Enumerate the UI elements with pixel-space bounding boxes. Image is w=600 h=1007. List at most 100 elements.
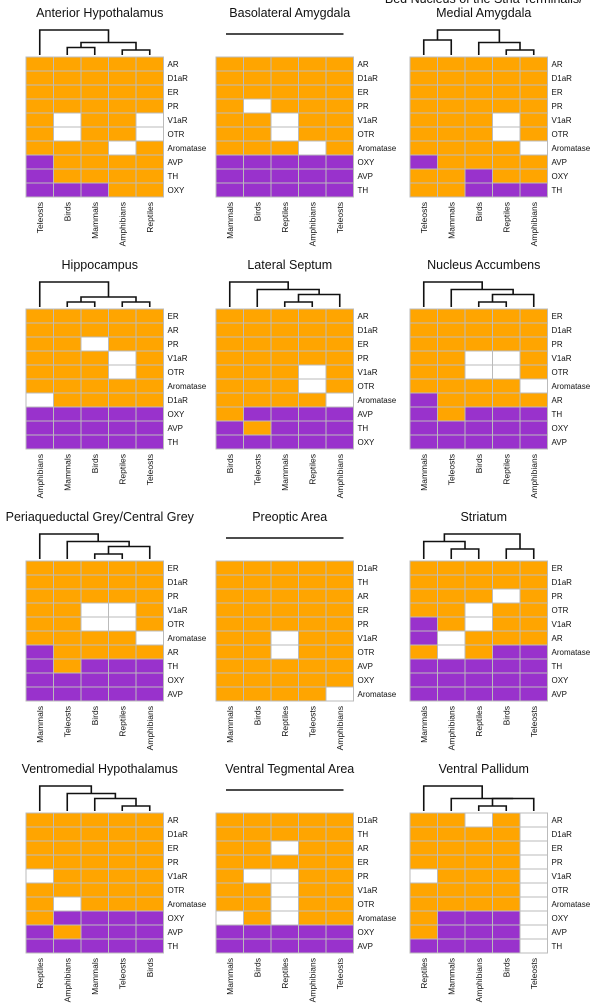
row-label: Aromatase (168, 382, 207, 391)
heatmap-cell (108, 826, 137, 842)
heatmap-cell (135, 686, 164, 702)
row-label: TH (358, 186, 369, 195)
heatmap-cell (437, 882, 466, 898)
column-label: Amphibians (307, 202, 317, 246)
row-label: TH (358, 424, 369, 433)
heatmap-cell (409, 98, 438, 114)
heatmap-cell (135, 378, 164, 394)
heatmap-cell (270, 574, 299, 590)
heatmap-cell (519, 308, 548, 324)
heatmap-cell (464, 126, 493, 142)
heatmap-cell (464, 70, 493, 86)
heatmap-cell (270, 854, 299, 870)
heatmap-cell (53, 168, 82, 184)
row-label: D1aR (358, 74, 379, 83)
row-label: OTR (358, 382, 375, 391)
dendrogram-branch (505, 49, 535, 55)
heatmap-cell (325, 336, 354, 352)
dendrogram-branch (93, 797, 137, 811)
row-label: V1aR (168, 116, 188, 125)
column-label: Mammals (225, 958, 235, 995)
heatmap-cell (135, 882, 164, 898)
heatmap-cell (53, 378, 82, 394)
heatmap-panel: Ventromedial Hypothalamus AR D1aR ER PR V1aR O… (22, 762, 207, 1002)
heatmap-cell (519, 434, 548, 450)
heatmap-cell (243, 602, 272, 618)
heatmap-cell (135, 924, 164, 940)
dendrogram-branch (491, 797, 535, 811)
row-label: AVP (552, 690, 567, 699)
heatmap-cell (437, 434, 466, 450)
heatmap-cell (492, 574, 521, 590)
heatmap-cell (464, 350, 493, 366)
heatmap-cell (53, 350, 82, 366)
heatmap-cell (298, 938, 327, 954)
heatmap-cell (464, 924, 493, 940)
heatmap-cell (464, 882, 493, 898)
heatmap-cell (243, 854, 272, 870)
dendrogram-branch (477, 41, 521, 55)
heatmap-cell (519, 630, 548, 646)
heatmap-cell (135, 182, 164, 198)
heatmap-cell (25, 826, 54, 842)
heatmap-cell (135, 350, 164, 366)
column-label: Mammals (90, 958, 100, 995)
heatmap-cell (492, 112, 521, 128)
heatmap-cell (519, 910, 548, 926)
column-label: Mammals (419, 454, 429, 491)
row-label: OXY (552, 676, 570, 685)
heatmap-cell (270, 336, 299, 352)
row-label: PR (358, 102, 369, 111)
heatmap-cell (243, 308, 272, 324)
row-label: TH (552, 942, 563, 951)
row-label: ER (168, 844, 179, 853)
row-label: OXY (552, 172, 570, 181)
heatmap-cell (243, 126, 272, 142)
heatmap-cell (108, 364, 137, 380)
heatmap-cell (409, 910, 438, 926)
heatmap-cell (270, 630, 299, 646)
heatmap-cell (108, 658, 137, 674)
heatmap-cell (80, 574, 109, 590)
heatmap-cell (108, 868, 137, 884)
heatmap-cell (135, 840, 164, 856)
heatmap-cell (215, 560, 244, 576)
heatmap-cell (464, 686, 493, 702)
heatmap-cell (215, 434, 244, 450)
heatmap-cell (25, 56, 54, 72)
heatmap-cell (298, 140, 327, 156)
row-label: TH (552, 410, 563, 419)
heatmap-cell (519, 644, 548, 660)
row-label: OXY (168, 410, 186, 419)
row-label: D1aR (552, 830, 573, 839)
row-label: TH (168, 662, 179, 671)
heatmap-cell (80, 154, 109, 170)
dendrogram-branch (450, 548, 480, 559)
heatmap-cell (298, 182, 327, 198)
row-label: AR (358, 592, 369, 601)
heatmap-panel: Ventral Tegmental Area D1aR TH AR ER PR V1aR OT… (215, 762, 397, 1002)
heatmap-cell (80, 672, 109, 688)
heatmap-cell (409, 602, 438, 618)
heatmap-cell (108, 910, 137, 926)
heatmap-cell (215, 70, 244, 86)
row-label: OXY (168, 676, 186, 685)
column-label: Reptiles (419, 958, 429, 989)
heatmap-cell (298, 672, 327, 688)
column-label: Teleosts (529, 958, 539, 989)
heatmap-cell (464, 672, 493, 688)
dendrogram-branch (436, 29, 501, 43)
heatmap-cell (25, 812, 54, 828)
column-label: Birds (145, 958, 155, 977)
row-label: OTR (358, 130, 375, 139)
row-label: ER (358, 88, 369, 97)
heatmap-cell (409, 854, 438, 870)
heatmap-cell (215, 182, 244, 198)
heatmap-cell (135, 826, 164, 842)
heatmap-cell (492, 812, 521, 828)
heatmap-cell (243, 98, 272, 114)
heatmap-cell (215, 168, 244, 184)
heatmap-cell (492, 308, 521, 324)
heatmap-cell (135, 658, 164, 674)
row-label: OTR (358, 900, 375, 909)
